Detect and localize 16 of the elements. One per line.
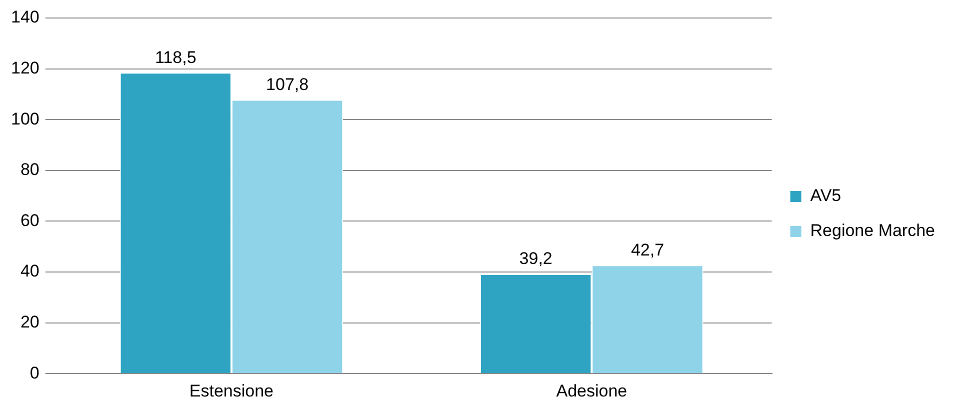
y-tick-label: 0 [30, 363, 40, 382]
x-tick-label: Estensione [189, 381, 274, 400]
data-label: 107,8 [266, 74, 309, 94]
y-tick-label: 40 [20, 262, 40, 281]
legend-label: Regione Marche [810, 221, 936, 240]
y-tick-label: 100 [10, 109, 40, 128]
y-tick-label: 20 [20, 312, 40, 332]
y-tick-label: 120 [10, 58, 40, 78]
data-label: 42,7 [630, 240, 664, 260]
data-label: 39,2 [519, 249, 552, 268]
x-tick-label: Adesione [556, 381, 628, 400]
legend-label: AV5 [810, 186, 842, 206]
y-tick-label: 140 [10, 8, 40, 27]
y-tick-label: 60 [20, 210, 40, 230]
y-tick-label: 80 [20, 160, 40, 180]
data-label: 118,5 [154, 48, 196, 67]
